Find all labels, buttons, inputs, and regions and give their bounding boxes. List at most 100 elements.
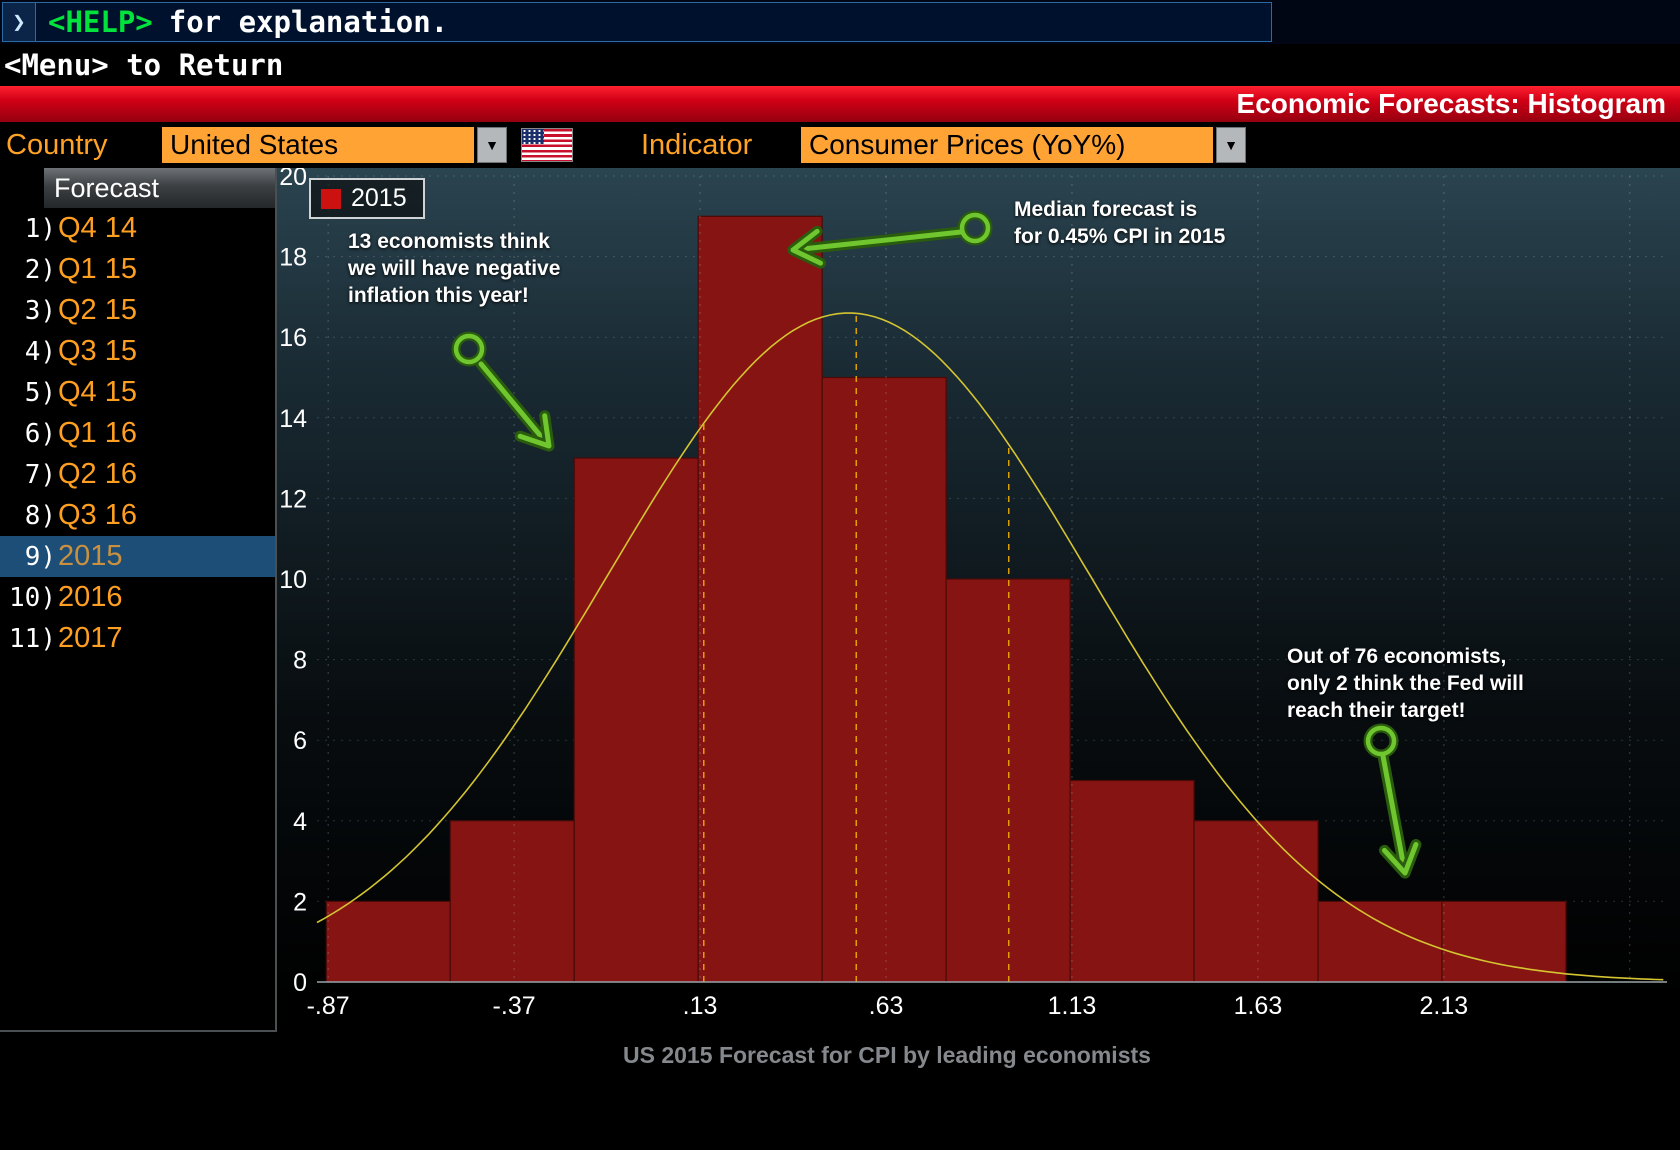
bell-curve (316, 312, 1664, 981)
legend-color-swatch (321, 188, 341, 209)
sidebar-item-q1-15[interactable]: 2) Q1 15 (0, 249, 275, 290)
item-number: 3) (24, 295, 56, 326)
sidebar-item-q4-15[interactable]: 5) Q4 15 (0, 372, 275, 413)
forecast-header: Forecast (44, 168, 275, 208)
y-tick-label: 12 (279, 485, 307, 513)
sidebar-item-q3-16[interactable]: 8) Q3 16 (0, 495, 275, 536)
item-label: Q2 15 (58, 294, 137, 326)
item-number: 1) (24, 213, 56, 244)
item-number: 2) (24, 254, 56, 285)
command-bar: ❯ <HELP> for explanation. (0, 0, 1680, 44)
command-input[interactable]: <HELP> for explanation. (36, 2, 1272, 42)
annotation-median-forecast: Median forecast is for 0.45% CPI in 2015 (1014, 198, 1226, 248)
x-tick-label: .63 (869, 992, 904, 1020)
forecast-list: 1) Q4 14 2) Q1 15 3) Q2 15 4) Q3 15 5) Q4 15 6) Q1 … (0, 208, 275, 659)
arrow-glyph: ▼ (485, 137, 499, 153)
country-label: Country (6, 128, 108, 161)
sidebar-item-2017[interactable]: 11) 2017 (0, 618, 275, 659)
forecast-sidebar: Forecast 1) Q4 14 2) Q1 15 3) Q2 15 4) Q3 15 5) Q… (0, 168, 277, 1032)
sidebar-item-q2-16[interactable]: 7) Q2 16 (0, 454, 275, 495)
y-tick-label: 0 (293, 969, 307, 997)
y-tick-label: 10 (279, 566, 307, 594)
x-tick-label: 1.63 (1234, 992, 1283, 1020)
title-banner: Economic Forecasts: Histogram (0, 86, 1680, 122)
histogram-bar (449, 820, 575, 983)
y-tick-label: 16 (279, 324, 307, 352)
histogram-chart: -.87 -.37 .13 .63 1.13 1.63 2.13 0 2 4 6 8 10 12 14 16 1… (279, 168, 1667, 1020)
sidebar-item-q1-16[interactable]: 6) Q1 16 (0, 413, 275, 454)
y-tick-label: 6 (293, 727, 307, 755)
country-dropdown[interactable]: United States (162, 127, 474, 163)
histogram-bar (1069, 779, 1195, 983)
x-tick-label: .13 (683, 992, 718, 1020)
item-number: 9) (24, 541, 56, 572)
histogram-bar (573, 457, 699, 983)
chart-legend: 2015 (309, 178, 425, 219)
sidebar-item-q4-14[interactable]: 1) Q4 14 (0, 208, 275, 249)
item-number: 8) (24, 500, 56, 531)
indicator-value: Consumer Prices (YoY%) (809, 129, 1126, 160)
prompt-chevron-icon: ❯ (2, 2, 36, 42)
histogram-bar (1193, 820, 1319, 983)
item-number: 5) (24, 377, 56, 408)
annotation-arrow (1363, 723, 1422, 879)
sidebar-item-q3-15[interactable]: 4) Q3 15 (0, 331, 275, 372)
item-number: 6) (24, 418, 56, 449)
menu-return-bar[interactable]: <Menu> to Return (0, 44, 1680, 86)
arrow-glyph: ▼ (1224, 137, 1238, 153)
item-label: Q4 14 (58, 212, 137, 244)
annotation-fed-target: Out of 76 economists, only 2 think the F… (1287, 645, 1524, 722)
page-title: Economic Forecasts: Histogram (1236, 88, 1666, 119)
y-tick-label: 18 (279, 244, 307, 272)
help-text: for explanation. (168, 5, 449, 39)
histogram-bar (325, 900, 451, 983)
item-number: 7) (24, 459, 56, 490)
indicator-dropdown[interactable]: Consumer Prices (YoY%) (801, 127, 1213, 163)
item-number: 10) (9, 582, 56, 613)
y-tick-label: 20 (279, 168, 307, 191)
y-tick-label: 4 (293, 808, 307, 836)
item-number: 4) (24, 336, 56, 367)
item-label: Q4 15 (58, 376, 137, 408)
annotation-arrow (451, 331, 555, 452)
item-label: 2017 (58, 622, 123, 654)
x-tick-label: -.87 (307, 992, 350, 1020)
histogram-bar (821, 376, 947, 983)
legend-label: 2015 (351, 184, 407, 212)
controls-bar: Country United States ▼ Indicator Consum… (0, 122, 1680, 168)
menu-return-label: <Menu> to Return (4, 48, 284, 82)
x-tick-label: 2.13 (1420, 992, 1469, 1020)
item-label: 2016 (58, 581, 123, 613)
sidebar-item-2016[interactable]: 10) 2016 (0, 577, 275, 618)
sidebar-item-2015[interactable]: 9) 2015 (0, 536, 275, 577)
country-dropdown-arrow-icon[interactable]: ▼ (477, 127, 507, 163)
indicator-label: Indicator (641, 128, 753, 161)
x-tick-label: 1.13 (1048, 992, 1097, 1020)
indicator-dropdown-arrow-icon[interactable]: ▼ (1216, 127, 1246, 163)
y-tick-label: 8 (293, 647, 307, 675)
annotation-arrow (787, 210, 993, 269)
chevron-glyph: ❯ (12, 9, 26, 35)
country-value: United States (170, 129, 339, 160)
item-label: Q3 15 (58, 335, 137, 367)
annotation-negative-inflation: 13 economists think we will have negativ… (348, 230, 561, 307)
item-label: Q3 16 (58, 499, 137, 531)
sidebar-item-q2-15[interactable]: 3) Q2 15 (0, 290, 275, 331)
y-tick-label: 2 (293, 888, 307, 916)
item-label: Q2 16 (58, 458, 137, 490)
us-flag-icon (521, 128, 573, 162)
histogram-bar (1441, 900, 1567, 983)
item-label: 2015 (58, 540, 123, 572)
chart-area: -.87 -.37 .13 .63 1.13 1.63 2.13 0 2 4 6 8 10 12 14 16 1… (277, 168, 1680, 1150)
item-number: 11) (9, 623, 56, 654)
help-key-label: <HELP> (48, 5, 153, 39)
histogram-bar (945, 578, 1071, 983)
item-label: Q1 15 (58, 253, 137, 285)
main-content: Forecast 1) Q4 14 2) Q1 15 3) Q2 15 4) Q3 15 5) Q… (0, 168, 1680, 1150)
x-tick-label: -.37 (493, 992, 536, 1020)
histogram-bar (697, 215, 823, 983)
item-label: Q1 16 (58, 417, 137, 449)
chart-caption: US 2015 Forecast for CPI by leading econ… (623, 1042, 1151, 1068)
y-tick-label: 14 (279, 405, 307, 433)
